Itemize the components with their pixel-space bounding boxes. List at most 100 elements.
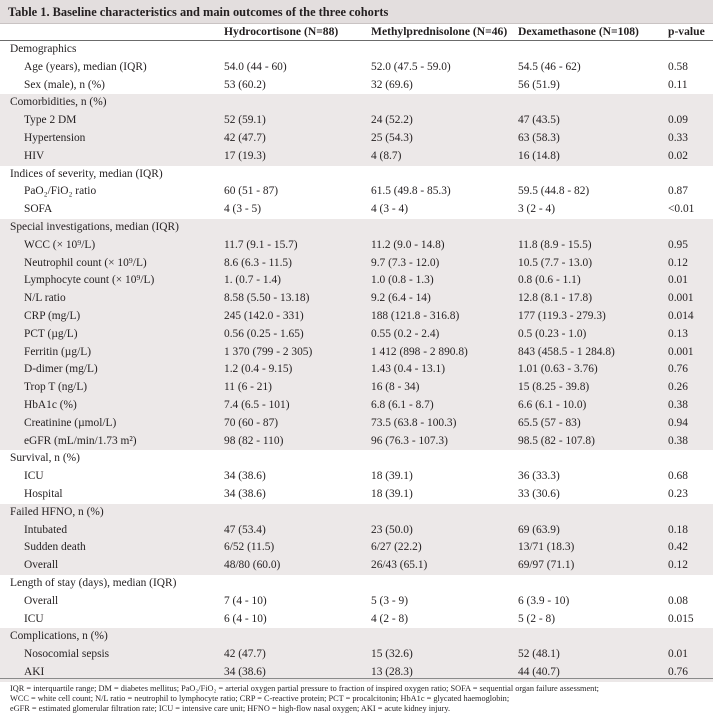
p-value: 0.12 (668, 256, 688, 269)
dexamethasone-value: 16 (14.8) (518, 149, 560, 162)
row-label: Lymphocyte count (× 10⁹/L) (24, 274, 155, 287)
p-value: 0.38 (668, 399, 688, 411)
row-label: Creatinine (µmol/L) (24, 416, 117, 429)
section-label: Failed HFNO, n (%) (10, 505, 104, 518)
dexamethasone-value: 12.8 (8.1 - 17.8) (518, 292, 593, 305)
dexamethasone-value: 11.8 (8.9 - 15.5) (518, 238, 592, 251)
table-row: Creatinine (µmol/L) 70 (60 - 87) 73.5 (63.… (0, 414, 713, 433)
hydrocortisone-value: 11.7 (9.1 - 15.7) (224, 238, 298, 251)
dexamethasone-value: 44 (40.7) (518, 666, 560, 678)
methylprednisolone-value: 26/43 (65.1) (371, 559, 428, 572)
hydrocortisone-value: 6/52 (11.5) (224, 541, 275, 554)
methylprednisolone-value: 15 (32.6) (371, 648, 413, 661)
p-value: 0.18 (668, 523, 688, 536)
dexamethasone-value: 843 (458.5 - 1 284.8) (518, 345, 615, 358)
table-row: Sudden death 6/52 (11.5) 6/27 (22.2) 13/71 … (0, 539, 713, 558)
methylprednisolone-value: 18 (39.1) (371, 470, 413, 483)
methylprednisolone-value: 25 (54.3) (371, 132, 413, 144)
methylprednisolone-value: 6.8 (6.1 - 8.7) (371, 399, 434, 411)
row-label: Overall (24, 594, 59, 607)
hydrocortisone-value: 11 (6 - 21) (224, 381, 272, 394)
methylprednisolone-value: 1.43 (0.4 - 13.1) (371, 363, 446, 376)
table-row: Lymphocyte count (× 10⁹/L) 1. (0.7 - 1.4)… (0, 272, 713, 291)
row-label: WCC (× 10⁹/L) (24, 238, 96, 251)
dexamethasone-value: 0.5 (0.23 - 1.0) (518, 327, 587, 340)
hydrocortisone-value: 53 (60.2) (224, 78, 266, 91)
row-label: Sex (male), n (%) (24, 78, 105, 91)
hydrocortisone-value: 1.2 (0.4 - 9.15) (224, 363, 293, 376)
p-value: <0.01 (668, 203, 695, 216)
row-label: HIV (24, 149, 45, 162)
dexamethasone-value: 59.5 (44.8 - 82) (518, 185, 590, 198)
dexamethasone-value: 69/97 (71.1) (518, 559, 575, 572)
p-value: 0.12 (668, 559, 688, 572)
dexamethasone-value: 177 (119.3 - 279.3) (518, 310, 606, 322)
row-label: Sudden death (24, 541, 86, 554)
hydrocortisone-value: 8.58 (5.50 - 13.18) (224, 292, 310, 305)
methylprednisolone-value: 23 (50.0) (371, 523, 413, 536)
section-row: Special investigations, median (IQR) (0, 219, 713, 237)
p-value: 0.42 (668, 541, 688, 554)
dexamethasone-value: 10.5 (7.7 - 13.0) (518, 256, 593, 269)
table-row: D-dimer (mg/L) 1.2 (0.4 - 9.15) 1.43 (0.4 … (0, 361, 713, 380)
hydrocortisone-value: 48/80 (60.0) (224, 559, 281, 572)
table-row: PaO₂/FiO₂ ratio 60 (51 - 87) 61.5 (49.8 - … (0, 183, 713, 201)
p-value: 0.015 (668, 612, 694, 625)
section-row: Survival, n (%) (0, 450, 713, 468)
methylprednisolone-value: 32 (69.6) (371, 78, 413, 91)
table-row: Intubated 47 (53.4) 23 (50.0) 69 (63.9) 0.18 (0, 521, 713, 540)
section-label: Survival, n (%) (10, 452, 80, 465)
hydrocortisone-value: 60 (51 - 87) (224, 185, 279, 198)
dexamethasone-value: 6.6 (6.1 - 10.0) (518, 399, 587, 411)
dexamethasone-value: 33 (30.6) (518, 488, 560, 500)
methylprednisolone-value: 0.55 (0.2 - 2.4) (371, 327, 440, 340)
p-value: 0.94 (668, 416, 688, 429)
hydrocortisone-value: 1. (0.7 - 1.4) (224, 274, 281, 287)
dexamethasone-value: 1.01 (0.63 - 3.76) (518, 363, 598, 376)
row-label: CRP (mg/L) (24, 310, 81, 322)
table-row: Trop T (ng/L) 11 (6 - 21) 16 (8 - 34) 15 (8… (0, 379, 713, 397)
methylprednisolone-value: 96 (76.3 - 107.3) (371, 434, 448, 447)
methylprednisolone-value: 16 (8 - 34) (371, 381, 420, 394)
p-value: 0.26 (668, 381, 688, 394)
methylprednisolone-value: 4 (2 - 8) (371, 612, 409, 625)
dexamethasone-value: 52 (48.1) (518, 648, 560, 661)
row-label: Hospital (24, 488, 63, 500)
table-bottom-rule (0, 678, 713, 679)
p-value: 0.23 (668, 488, 688, 500)
row-label: D-dimer (mg/L) (24, 363, 98, 376)
section-row: Failed HFNO, n (%) (0, 503, 713, 522)
section-label: Length of stay (days), median (IQR) (10, 577, 177, 589)
dexamethasone-value: 15 (8.25 - 39.8) (518, 381, 590, 394)
p-value: 0.95 (668, 238, 688, 251)
methylprednisolone-value: 4 (3 - 4) (371, 203, 409, 216)
methylprednisolone-value: 9.7 (7.3 - 12.0) (371, 256, 440, 269)
hydrocortisone-value: 42 (47.7) (224, 132, 266, 144)
p-value: 0.11 (668, 78, 688, 91)
table-row: WCC (× 10⁹/L) 11.7 (9.1 - 15.7) 11.2 (9.0 … (0, 236, 713, 255)
hydrocortisone-value: 8.6 (6.3 - 11.5) (224, 256, 292, 269)
column-header-p-value: p-value (668, 25, 705, 38)
dexamethasone-value: 54.5 (46 - 62) (518, 60, 581, 73)
section-row: Length of stay (days), median (IQR) (0, 575, 713, 593)
table-row: ICU 34 (38.6) 18 (39.1) 36 (33.3) 0.68 (0, 468, 713, 486)
dexamethasone-value: 36 (33.3) (518, 470, 560, 483)
methylprednisolone-value: 61.5 (49.8 - 85.3) (371, 185, 451, 198)
table-row: N/L ratio 8.58 (5.50 - 13.18) 9.2 (6.4 - 1… (0, 290, 713, 308)
hydrocortisone-value: 34 (38.6) (224, 666, 266, 678)
table-top-rule (0, 40, 713, 41)
hydrocortisone-value: 7 (4 - 10) (224, 594, 267, 607)
table-row: AKI 34 (38.6) 13 (28.3) 44 (40.7) 0.76 (0, 664, 713, 682)
hydrocortisone-value: 54.0 (44 - 60) (224, 60, 287, 73)
p-value: 0.76 (668, 363, 688, 376)
dexamethasone-value: 0.8 (0.6 - 1.1) (518, 274, 581, 287)
table-row: Ferritin (µg/L) 1 370 (799 - 2 305) 1 412 … (0, 343, 713, 362)
methylprednisolone-value: 73.5 (63.8 - 100.3) (371, 416, 457, 429)
table-row: Age (years), median (IQR) 54.0 (44 - 60) 5… (0, 59, 713, 77)
p-value: 0.87 (668, 185, 688, 198)
hydrocortisone-value: 98 (82 - 110) (224, 434, 284, 447)
methylprednisolone-value: 52.0 (47.5 - 59.0) (371, 60, 451, 73)
section-label: Comorbidities, n (%) (10, 96, 107, 109)
row-label: PCT (µg/L) (24, 327, 78, 340)
table-row: CRP (mg/L) 245 (142.0 - 331) 188 (121.8 - … (0, 308, 713, 326)
